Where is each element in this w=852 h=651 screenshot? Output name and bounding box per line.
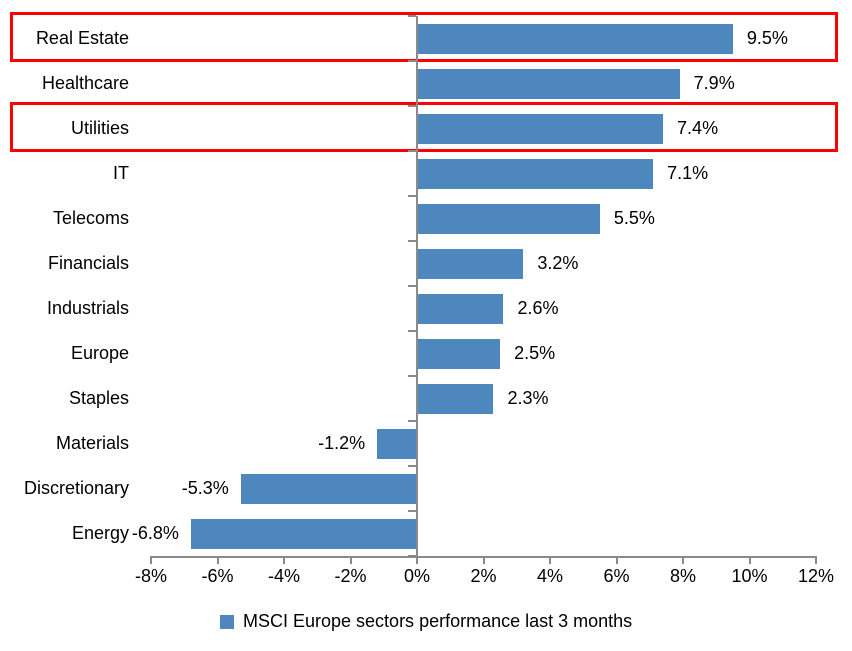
bar bbox=[417, 158, 654, 189]
bar bbox=[417, 203, 600, 234]
x-axis-tick-label: 10% bbox=[731, 566, 768, 586]
value-label: -1.2% bbox=[318, 433, 366, 453]
x-axis-tick bbox=[615, 556, 618, 564]
y-axis-tick bbox=[408, 330, 416, 332]
x-axis-tick-label: 8% bbox=[669, 566, 696, 586]
y-axis-tick bbox=[408, 285, 416, 287]
x-axis-tick bbox=[482, 556, 485, 564]
bar bbox=[417, 383, 494, 414]
bar bbox=[240, 473, 417, 504]
x-axis-tick bbox=[216, 556, 219, 564]
legend-label: MSCI Europe sectors performance last 3 m… bbox=[243, 611, 633, 631]
x-axis-tick bbox=[150, 556, 152, 564]
category-label: Discretionary bbox=[23, 478, 129, 498]
category-label: Healthcare bbox=[41, 73, 129, 93]
x-axis-tick-label: 12% bbox=[797, 566, 835, 586]
y-axis-tick bbox=[408, 150, 416, 152]
x-axis-tick-label: 4% bbox=[536, 566, 563, 586]
x-axis-tick-label: 2% bbox=[470, 566, 497, 586]
value-label: 9.5% bbox=[746, 28, 788, 48]
x-axis-tick-label: -8% bbox=[134, 566, 167, 586]
category-label: IT bbox=[113, 163, 129, 183]
y-axis-tick bbox=[408, 240, 416, 242]
category-label: Staples bbox=[68, 388, 129, 408]
value-label: -5.3% bbox=[181, 478, 229, 498]
value-label: 2.3% bbox=[507, 388, 549, 408]
value-label: 3.2% bbox=[537, 253, 579, 273]
category-label: Materials bbox=[55, 433, 129, 453]
x-axis-tick-label: -2% bbox=[334, 566, 367, 586]
value-label: 2.5% bbox=[514, 343, 556, 363]
category-label: Telecoms bbox=[52, 208, 129, 228]
category-label: Energy bbox=[71, 523, 129, 543]
x-axis-tick bbox=[682, 556, 684, 564]
value-label: 7.4% bbox=[677, 118, 719, 138]
value-label: 7.9% bbox=[693, 73, 735, 93]
highlight-box-real-estate bbox=[10, 12, 838, 62]
x-axis-tick bbox=[416, 556, 418, 564]
y-axis-tick bbox=[408, 420, 416, 422]
x-axis-tick bbox=[748, 556, 751, 564]
bar bbox=[417, 338, 501, 369]
y-axis-tick bbox=[408, 15, 416, 17]
y-axis-tick bbox=[408, 105, 416, 107]
highlight-box-utilities bbox=[10, 102, 838, 152]
y-axis-tick bbox=[408, 195, 416, 197]
x-axis-tick-label: -6% bbox=[201, 566, 234, 586]
category-label: Industrials bbox=[46, 298, 129, 318]
value-label: 7.1% bbox=[667, 163, 709, 183]
x-axis-tick bbox=[283, 556, 285, 564]
y-axis-tick bbox=[408, 375, 416, 377]
bar bbox=[377, 428, 417, 459]
category-label: Financials bbox=[47, 253, 129, 273]
bar bbox=[417, 23, 733, 54]
y-axis-tick bbox=[408, 510, 416, 512]
y-axis-line bbox=[416, 16, 418, 556]
value-label: 5.5% bbox=[613, 208, 655, 228]
x-axis-tick bbox=[815, 556, 817, 564]
x-axis-tick-label: -4% bbox=[267, 566, 300, 586]
bar bbox=[417, 68, 680, 99]
bar bbox=[417, 293, 504, 324]
x-axis-tick bbox=[349, 556, 352, 564]
category-label: Europe bbox=[70, 343, 129, 363]
y-axis-tick bbox=[408, 60, 416, 62]
value-label: -6.8% bbox=[131, 523, 179, 543]
bar bbox=[417, 113, 664, 144]
y-axis-tick bbox=[408, 465, 416, 467]
x-axis-tick-label: 6% bbox=[603, 566, 630, 586]
x-axis-tick-label: 0% bbox=[403, 566, 430, 586]
value-label: 2.6% bbox=[517, 298, 559, 318]
bar bbox=[190, 518, 417, 549]
category-label: Real Estate bbox=[35, 28, 129, 48]
legend-swatch bbox=[220, 614, 234, 629]
bar bbox=[417, 248, 524, 279]
category-label: Utilities bbox=[70, 118, 129, 138]
x-axis-tick bbox=[549, 556, 551, 564]
legend: MSCI Europe sectors performance last 3 m… bbox=[220, 611, 632, 632]
